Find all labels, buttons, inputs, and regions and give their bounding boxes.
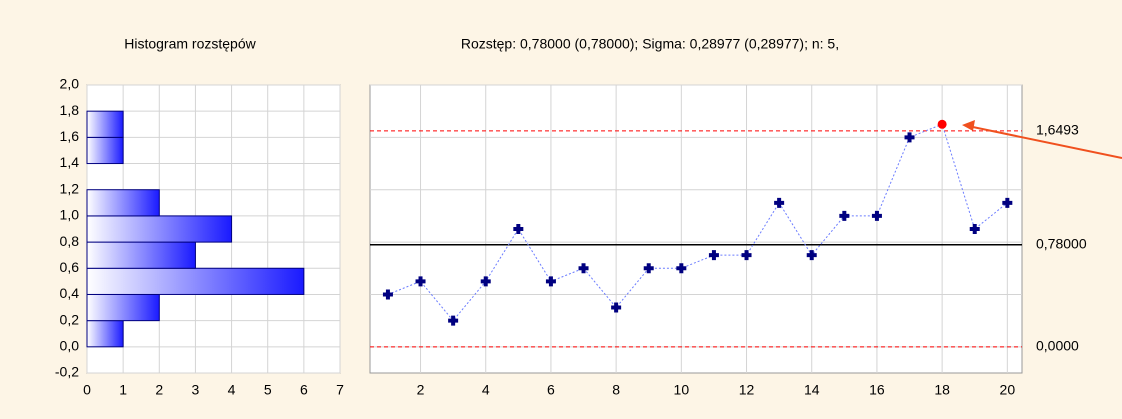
y-tick-label: 0,4 <box>60 285 80 301</box>
x-tick-label: 4 <box>482 382 490 398</box>
point <box>480 276 491 287</box>
point <box>448 315 459 326</box>
x-tick-label: 14 <box>804 382 820 398</box>
point <box>382 289 393 300</box>
x-tick-label: 3 <box>192 382 200 398</box>
x-tick-label: 4 <box>228 382 236 398</box>
bar <box>86 189 160 217</box>
point <box>676 263 687 274</box>
y-tick-label: 1,2 <box>60 180 80 196</box>
point <box>578 263 589 274</box>
point <box>741 250 752 261</box>
y-tick-label: 2,0 <box>60 76 80 92</box>
point <box>904 132 915 143</box>
point-out <box>937 119 947 129</box>
x-tick-label: 10 <box>674 382 690 398</box>
bar <box>86 293 160 322</box>
bar <box>86 320 124 348</box>
annotation-arrow <box>967 125 1122 159</box>
hist-title: Histogram rozstępów <box>124 36 256 52</box>
point <box>969 224 980 234</box>
x-tick-label: 0 <box>83 382 91 398</box>
bar <box>86 215 233 243</box>
point <box>643 263 654 274</box>
x-tick-label: 2 <box>155 382 163 398</box>
point <box>545 276 556 287</box>
x-tick-label: 16 <box>869 382 885 398</box>
arrow-head <box>962 120 975 131</box>
x-tick-label: 1 <box>119 382 127 398</box>
bar <box>86 136 124 165</box>
x-tick-label: 5 <box>264 382 272 398</box>
point <box>839 210 850 221</box>
limit-label: 0,0000 <box>1036 338 1079 354</box>
y-tick-label: 1,6 <box>60 128 80 144</box>
y-tick-label: 1,4 <box>60 154 80 170</box>
y-tick-label: 0,8 <box>60 233 80 249</box>
y-tick-label: 1,0 <box>60 207 80 223</box>
x-tick-label: 7 <box>336 382 344 398</box>
x-tick-label: 6 <box>547 382 555 398</box>
point <box>513 224 524 234</box>
y-tick-label: -0,2 <box>55 364 79 380</box>
point <box>871 210 882 221</box>
bar <box>86 241 196 269</box>
x-tick-label: 2 <box>417 382 425 398</box>
x-tick-label: 18 <box>934 382 950 398</box>
chart-title: Rozstęp: 0,78000 (0,78000); Sigma: 0,289… <box>461 36 839 52</box>
x-tick-label: 8 <box>612 382 620 398</box>
point <box>415 276 426 287</box>
limit-label: 0,78000 <box>1036 235 1087 251</box>
bar <box>86 110 124 138</box>
point <box>611 302 622 313</box>
line-plot-area <box>369 84 1023 374</box>
y-tick-label: 0,0 <box>60 338 80 354</box>
y-tick-label: 0,2 <box>60 311 80 327</box>
point <box>708 250 719 261</box>
x-tick-label: 6 <box>300 382 308 398</box>
point <box>1002 197 1013 208</box>
y-tick-label: 1,8 <box>60 102 80 118</box>
bar <box>86 267 305 295</box>
x-tick-label: 20 <box>1000 382 1016 398</box>
point <box>806 250 817 261</box>
x-tick-label: 12 <box>739 382 755 398</box>
point <box>774 197 785 208</box>
limit-label: 1,6493 <box>1036 122 1079 138</box>
y-tick-label: 0,6 <box>60 259 80 275</box>
